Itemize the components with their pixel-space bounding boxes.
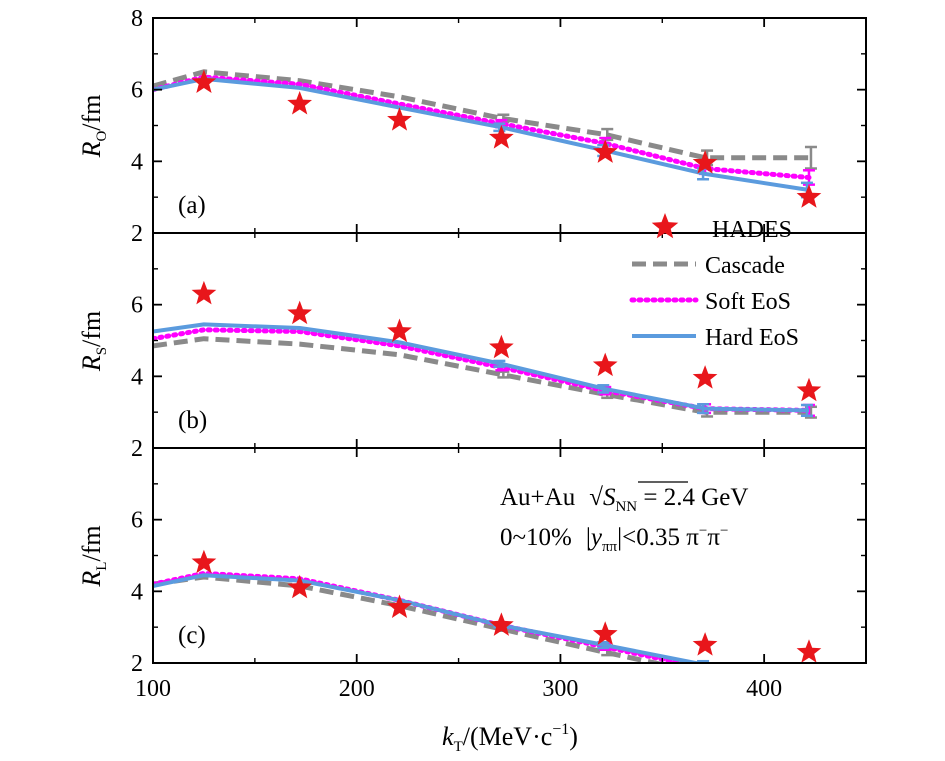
hades-point: [796, 639, 822, 663]
legend-cascade-label: Cascade: [705, 253, 785, 279]
hades-point: [287, 300, 312, 325]
y-tick-label: 4: [131, 579, 143, 605]
y-axis-label-c: RL/fm: [77, 525, 110, 587]
panel-a: [153, 69, 822, 208]
x-axis-label: kT/(MeV·c−1): [442, 721, 578, 755]
x-axis: 100 200 300 400: [135, 676, 782, 702]
y-axis-label-b: RS/fm: [77, 311, 110, 372]
annotation-system: Au+Au √SNN = 2.4 GeV: [500, 484, 748, 515]
panels-layer: [153, 69, 822, 663]
hades-point: [692, 365, 718, 389]
panel-c: [153, 549, 822, 663]
hades-point: [489, 612, 514, 636]
hades-point: [387, 318, 412, 343]
hades-point: [191, 280, 217, 305]
y-tick-label: 6: [131, 508, 143, 534]
y-tick-label: 6: [131, 293, 143, 319]
hades-point: [191, 69, 217, 93]
panel-label-a: (a): [178, 192, 206, 219]
series-soft-eos-line: [153, 74, 812, 180]
y-tick-label: 4: [131, 149, 143, 175]
hades-point: [287, 574, 312, 599]
series-cascade-line: [153, 574, 667, 663]
legend-hades-marker: [651, 213, 679, 239]
panel-label-b: (b): [178, 407, 207, 434]
series-hard-eos-line: [153, 573, 707, 663]
panel-b: [153, 280, 822, 419]
annotation: Au+Au √SNN = 2.4 GeV 0~10% |yππ|<0.35 π−π−: [500, 481, 748, 555]
hades-point: [592, 139, 618, 163]
series-cascade-line: [153, 69, 809, 161]
legend: HADES Cascade Soft EoS Hard EoS: [629, 213, 799, 351]
y-tick-label: 4: [131, 364, 143, 390]
hades-point: [796, 184, 822, 208]
hades-point: [287, 91, 312, 115]
hades-point: [387, 107, 412, 131]
hades-point: [489, 125, 514, 149]
hades-point: [191, 549, 217, 574]
y-axis-label-a: RO/fm: [77, 95, 110, 159]
series-hard-eos-line: [153, 322, 810, 413]
hades-point: [592, 352, 618, 377]
x-tick-label: 200: [339, 676, 375, 702]
series-cascade-line: [153, 336, 809, 415]
hades-point: [592, 621, 618, 645]
legend-hard-label: Hard EoS: [705, 325, 799, 351]
frame-layer: 2 4 6 8 2 4 6 2 4 6: [131, 6, 867, 677]
y-tick-label: 2: [131, 436, 143, 462]
hades-point: [489, 334, 514, 359]
x-tick-label: 100: [135, 676, 171, 702]
x-tick-label: 400: [746, 676, 782, 702]
annotation-cuts: 0~10% |yππ|<0.35 π−π−: [500, 523, 728, 555]
legend-hades-label: HADES: [712, 217, 792, 243]
hades-point: [387, 594, 412, 618]
series-soft-eos-line: [153, 570, 692, 663]
y-tick-label: 2: [131, 221, 143, 247]
y-tick-label: 8: [131, 6, 143, 32]
panel-label-c: (c): [178, 622, 206, 649]
legend-star-shape: [651, 213, 679, 239]
y-tick-label: 2: [131, 651, 143, 677]
hades-point: [796, 377, 822, 402]
hades-point: [692, 632, 718, 656]
y-tick-label: 6: [131, 78, 143, 104]
legend-soft-label: Soft EoS: [705, 289, 791, 315]
hades-point: [692, 150, 718, 174]
x-tick-label: 300: [542, 676, 578, 702]
series-hard-eos-line: [153, 76, 810, 192]
